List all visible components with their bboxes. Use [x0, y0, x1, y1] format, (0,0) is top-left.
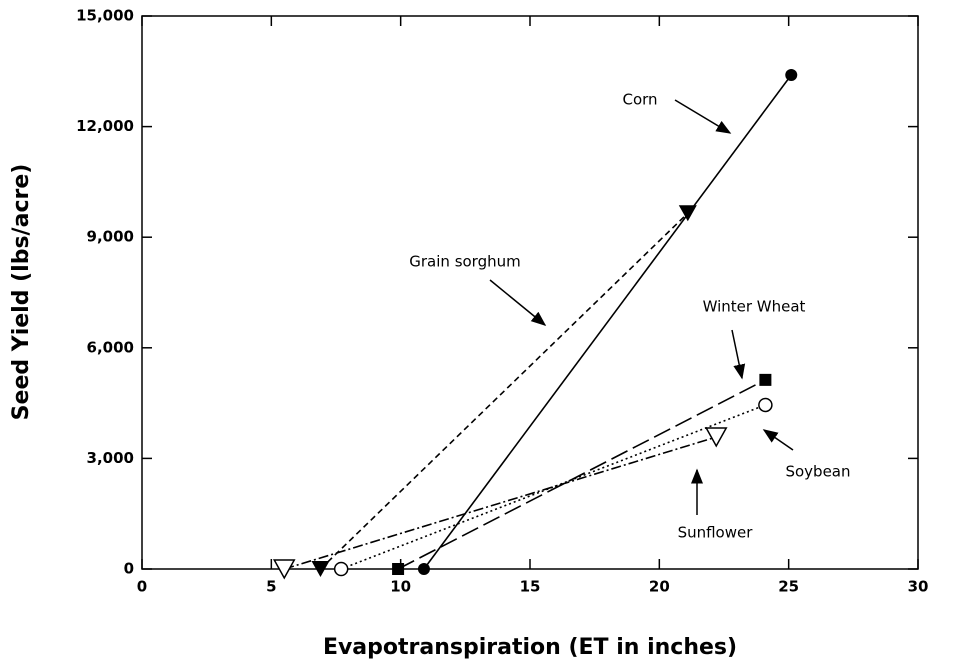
y-tick-label: 9,000	[87, 228, 134, 246]
annotation-arrow	[489, 279, 547, 326]
x-tick-label: 0	[137, 578, 147, 596]
series-annotation: Soybean	[785, 463, 850, 481]
x-tick-label: 25	[778, 578, 799, 596]
annotation-arrow	[762, 429, 794, 451]
data-point	[417, 563, 430, 575]
x-tick-label: 10	[390, 578, 411, 596]
data-point	[272, 559, 296, 580]
data-point	[704, 427, 728, 448]
series-line	[319, 212, 689, 570]
series-annotation: Corn	[622, 91, 657, 109]
y-tick-label: 12,000	[76, 117, 134, 135]
x-tick-label: 30	[908, 578, 929, 596]
x-tick-label: 20	[649, 578, 670, 596]
y-axis-label: Seed Yield (lbs/acre)	[9, 164, 34, 421]
series-line	[397, 379, 766, 570]
data-point	[785, 68, 798, 81]
data-point	[311, 561, 330, 577]
y-tick-label: 3,000	[87, 449, 134, 467]
x-axis-label: Evapotranspiration (ET in inches)	[323, 635, 737, 660]
data-point	[758, 397, 773, 413]
data-point	[759, 373, 772, 386]
y-tick-label: 6,000	[87, 338, 134, 356]
data-point	[392, 563, 405, 575]
plot-frame	[141, 15, 919, 570]
x-tick-label: 5	[266, 578, 276, 596]
series-annotation: Sunflower	[678, 524, 754, 542]
y-tick-label: 0	[124, 560, 134, 578]
data-point	[333, 561, 349, 577]
series-line	[340, 404, 766, 570]
series-annotation: Winter Wheat	[703, 298, 806, 316]
series-line	[284, 436, 717, 570]
y-tick-label: 15,000	[76, 7, 134, 25]
annotation-arrow	[731, 329, 746, 380]
x-tick-label: 15	[520, 578, 541, 596]
annotation-arrow	[674, 99, 732, 134]
series-line	[423, 74, 792, 570]
series-annotation: Grain sorghum	[409, 253, 520, 271]
data-point	[678, 205, 697, 222]
